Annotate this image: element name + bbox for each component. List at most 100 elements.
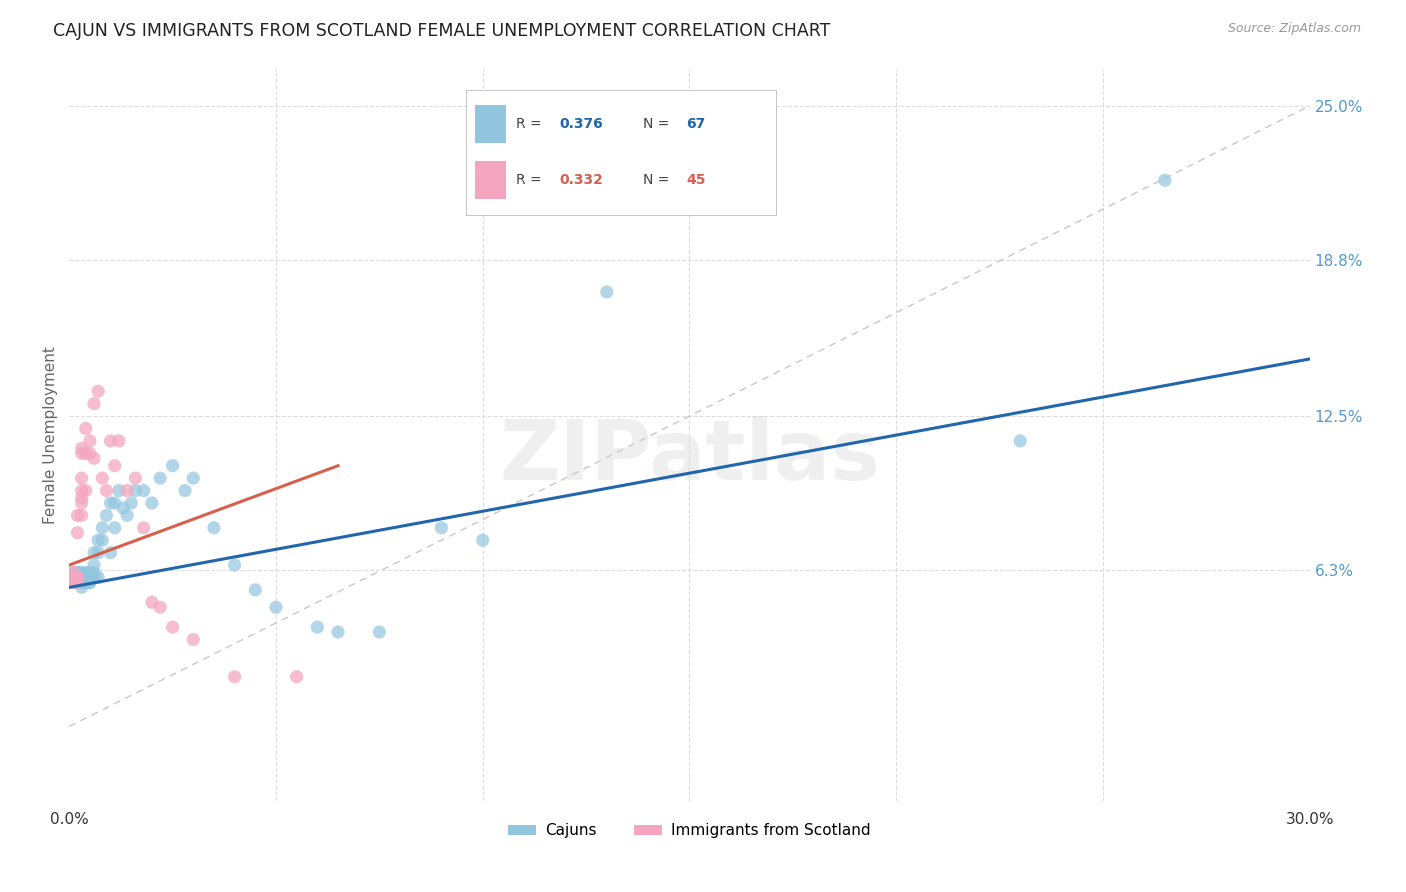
Y-axis label: Female Unemployment: Female Unemployment bbox=[44, 346, 58, 524]
Point bbox=[181, 632, 204, 647]
Point bbox=[264, 600, 287, 615]
Point bbox=[70, 570, 93, 584]
Point bbox=[104, 521, 127, 535]
Point bbox=[79, 575, 101, 590]
Point bbox=[79, 446, 101, 460]
Point bbox=[62, 570, 84, 584]
Point bbox=[70, 483, 93, 498]
Point bbox=[91, 471, 114, 485]
Point bbox=[70, 580, 93, 594]
Point bbox=[79, 570, 101, 584]
Legend: Cajuns, Immigrants from Scotland: Cajuns, Immigrants from Scotland bbox=[502, 817, 877, 845]
Point bbox=[70, 570, 93, 584]
Point bbox=[66, 525, 89, 540]
Point bbox=[111, 500, 134, 515]
Point bbox=[104, 458, 127, 473]
Point bbox=[75, 570, 97, 584]
Point bbox=[181, 471, 204, 485]
Point bbox=[62, 575, 84, 590]
Point bbox=[70, 570, 93, 584]
Point bbox=[70, 442, 93, 456]
Point bbox=[83, 570, 105, 584]
Point bbox=[62, 575, 84, 590]
Point bbox=[115, 483, 138, 498]
Point bbox=[79, 566, 101, 580]
Point bbox=[70, 575, 93, 590]
Point bbox=[202, 521, 225, 535]
Point bbox=[307, 620, 329, 634]
Point bbox=[62, 570, 84, 584]
Point bbox=[224, 670, 246, 684]
Point bbox=[108, 483, 131, 498]
Point bbox=[70, 491, 93, 505]
Point bbox=[149, 600, 172, 615]
Point bbox=[75, 570, 97, 584]
Point bbox=[1010, 434, 1032, 448]
Point bbox=[66, 570, 89, 584]
Point bbox=[162, 458, 184, 473]
Point bbox=[83, 566, 105, 580]
Point bbox=[87, 384, 110, 399]
Point bbox=[70, 496, 93, 510]
Point bbox=[66, 570, 89, 584]
Point bbox=[100, 496, 122, 510]
Point bbox=[79, 434, 101, 448]
Point bbox=[79, 570, 101, 584]
Point bbox=[75, 421, 97, 435]
Point bbox=[75, 566, 97, 580]
Point bbox=[149, 471, 172, 485]
Point bbox=[62, 566, 84, 580]
Point bbox=[285, 670, 308, 684]
Point bbox=[70, 566, 93, 580]
Point bbox=[326, 625, 349, 640]
Point bbox=[62, 566, 84, 580]
Point bbox=[62, 570, 84, 584]
Point bbox=[75, 446, 97, 460]
Point bbox=[108, 434, 131, 448]
Point bbox=[66, 570, 89, 584]
Point bbox=[96, 483, 118, 498]
Point bbox=[66, 575, 89, 590]
Point bbox=[62, 575, 84, 590]
Point bbox=[96, 508, 118, 523]
Point bbox=[83, 397, 105, 411]
Point bbox=[66, 570, 89, 584]
Point bbox=[66, 570, 89, 584]
Point bbox=[115, 508, 138, 523]
Point bbox=[66, 566, 89, 580]
Point bbox=[66, 508, 89, 523]
Point bbox=[70, 446, 93, 460]
Point bbox=[174, 483, 197, 498]
Point bbox=[66, 566, 89, 580]
Point bbox=[596, 285, 619, 299]
Point bbox=[162, 620, 184, 634]
Point bbox=[75, 575, 97, 590]
Point bbox=[104, 496, 127, 510]
Point bbox=[66, 570, 89, 584]
Point bbox=[87, 546, 110, 560]
Point bbox=[368, 625, 391, 640]
Point bbox=[100, 434, 122, 448]
Point bbox=[62, 575, 84, 590]
Point bbox=[83, 546, 105, 560]
Point bbox=[141, 595, 163, 609]
Point bbox=[66, 570, 89, 584]
Point bbox=[70, 570, 93, 584]
Point bbox=[124, 471, 146, 485]
Point bbox=[62, 570, 84, 584]
Point bbox=[83, 558, 105, 572]
Point bbox=[83, 451, 105, 466]
Point bbox=[430, 521, 453, 535]
Point bbox=[91, 521, 114, 535]
Point bbox=[91, 533, 114, 548]
Point bbox=[87, 570, 110, 584]
Point bbox=[132, 521, 155, 535]
Text: ZIPatlas: ZIPatlas bbox=[499, 417, 880, 497]
Point bbox=[245, 582, 267, 597]
Point bbox=[132, 483, 155, 498]
Point bbox=[471, 533, 494, 548]
Point bbox=[87, 533, 110, 548]
Point bbox=[141, 496, 163, 510]
Point bbox=[79, 575, 101, 590]
Point bbox=[75, 483, 97, 498]
